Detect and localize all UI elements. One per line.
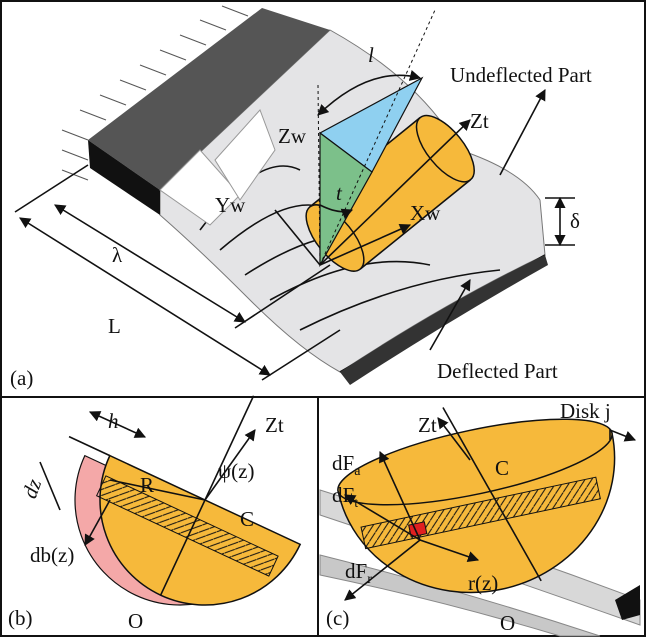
label: Zw: [278, 124, 307, 148]
label: dF: [332, 451, 354, 475]
label: L: [108, 314, 121, 338]
label: dF: [345, 559, 367, 583]
label: dFr: [345, 559, 372, 587]
label: O: [500, 611, 515, 635]
panel-label: (b): [8, 606, 33, 630]
label: λ: [112, 243, 123, 267]
label: Undeflected Part: [450, 63, 592, 87]
label: Yw: [215, 193, 246, 217]
label: a: [354, 464, 361, 479]
label: R: [140, 473, 154, 497]
panel-label: (a): [10, 366, 33, 390]
label: r: [367, 572, 372, 587]
label: Zt: [265, 413, 284, 437]
label: Xw: [410, 201, 441, 225]
label: dz: [17, 476, 46, 502]
panel-b: h dz Zt ψ(z) R C db(z) (b) O: [8, 332, 349, 637]
label: dF: [332, 483, 354, 507]
label: δ: [570, 209, 580, 233]
label: Zt: [418, 413, 437, 437]
label: Zt: [470, 109, 489, 133]
label: ψ(z): [218, 459, 254, 483]
figure: l Zw Undeflected Part Zt t Yw Xw δ λ L (…: [0, 0, 646, 637]
label: h: [108, 409, 119, 433]
label: dFa: [332, 451, 361, 479]
label: C: [240, 507, 254, 531]
panel-c: Zt Disk j dFa C dFt dFr r(z) O (c): [320, 374, 640, 636]
label: Deflected Part: [437, 359, 558, 383]
panel-label: (c): [326, 606, 349, 630]
label: t: [354, 496, 358, 511]
label: Disk j: [560, 399, 611, 423]
label: l: [368, 43, 374, 67]
label: r(z): [468, 571, 498, 595]
pointer: [500, 90, 545, 175]
label: db(z): [30, 543, 74, 567]
label: O: [128, 609, 143, 633]
label: C: [495, 456, 509, 480]
panel-a: l Zw Undeflected Part Zt t Yw Xw δ λ L (…: [10, 6, 592, 390]
disk: [25, 332, 349, 637]
